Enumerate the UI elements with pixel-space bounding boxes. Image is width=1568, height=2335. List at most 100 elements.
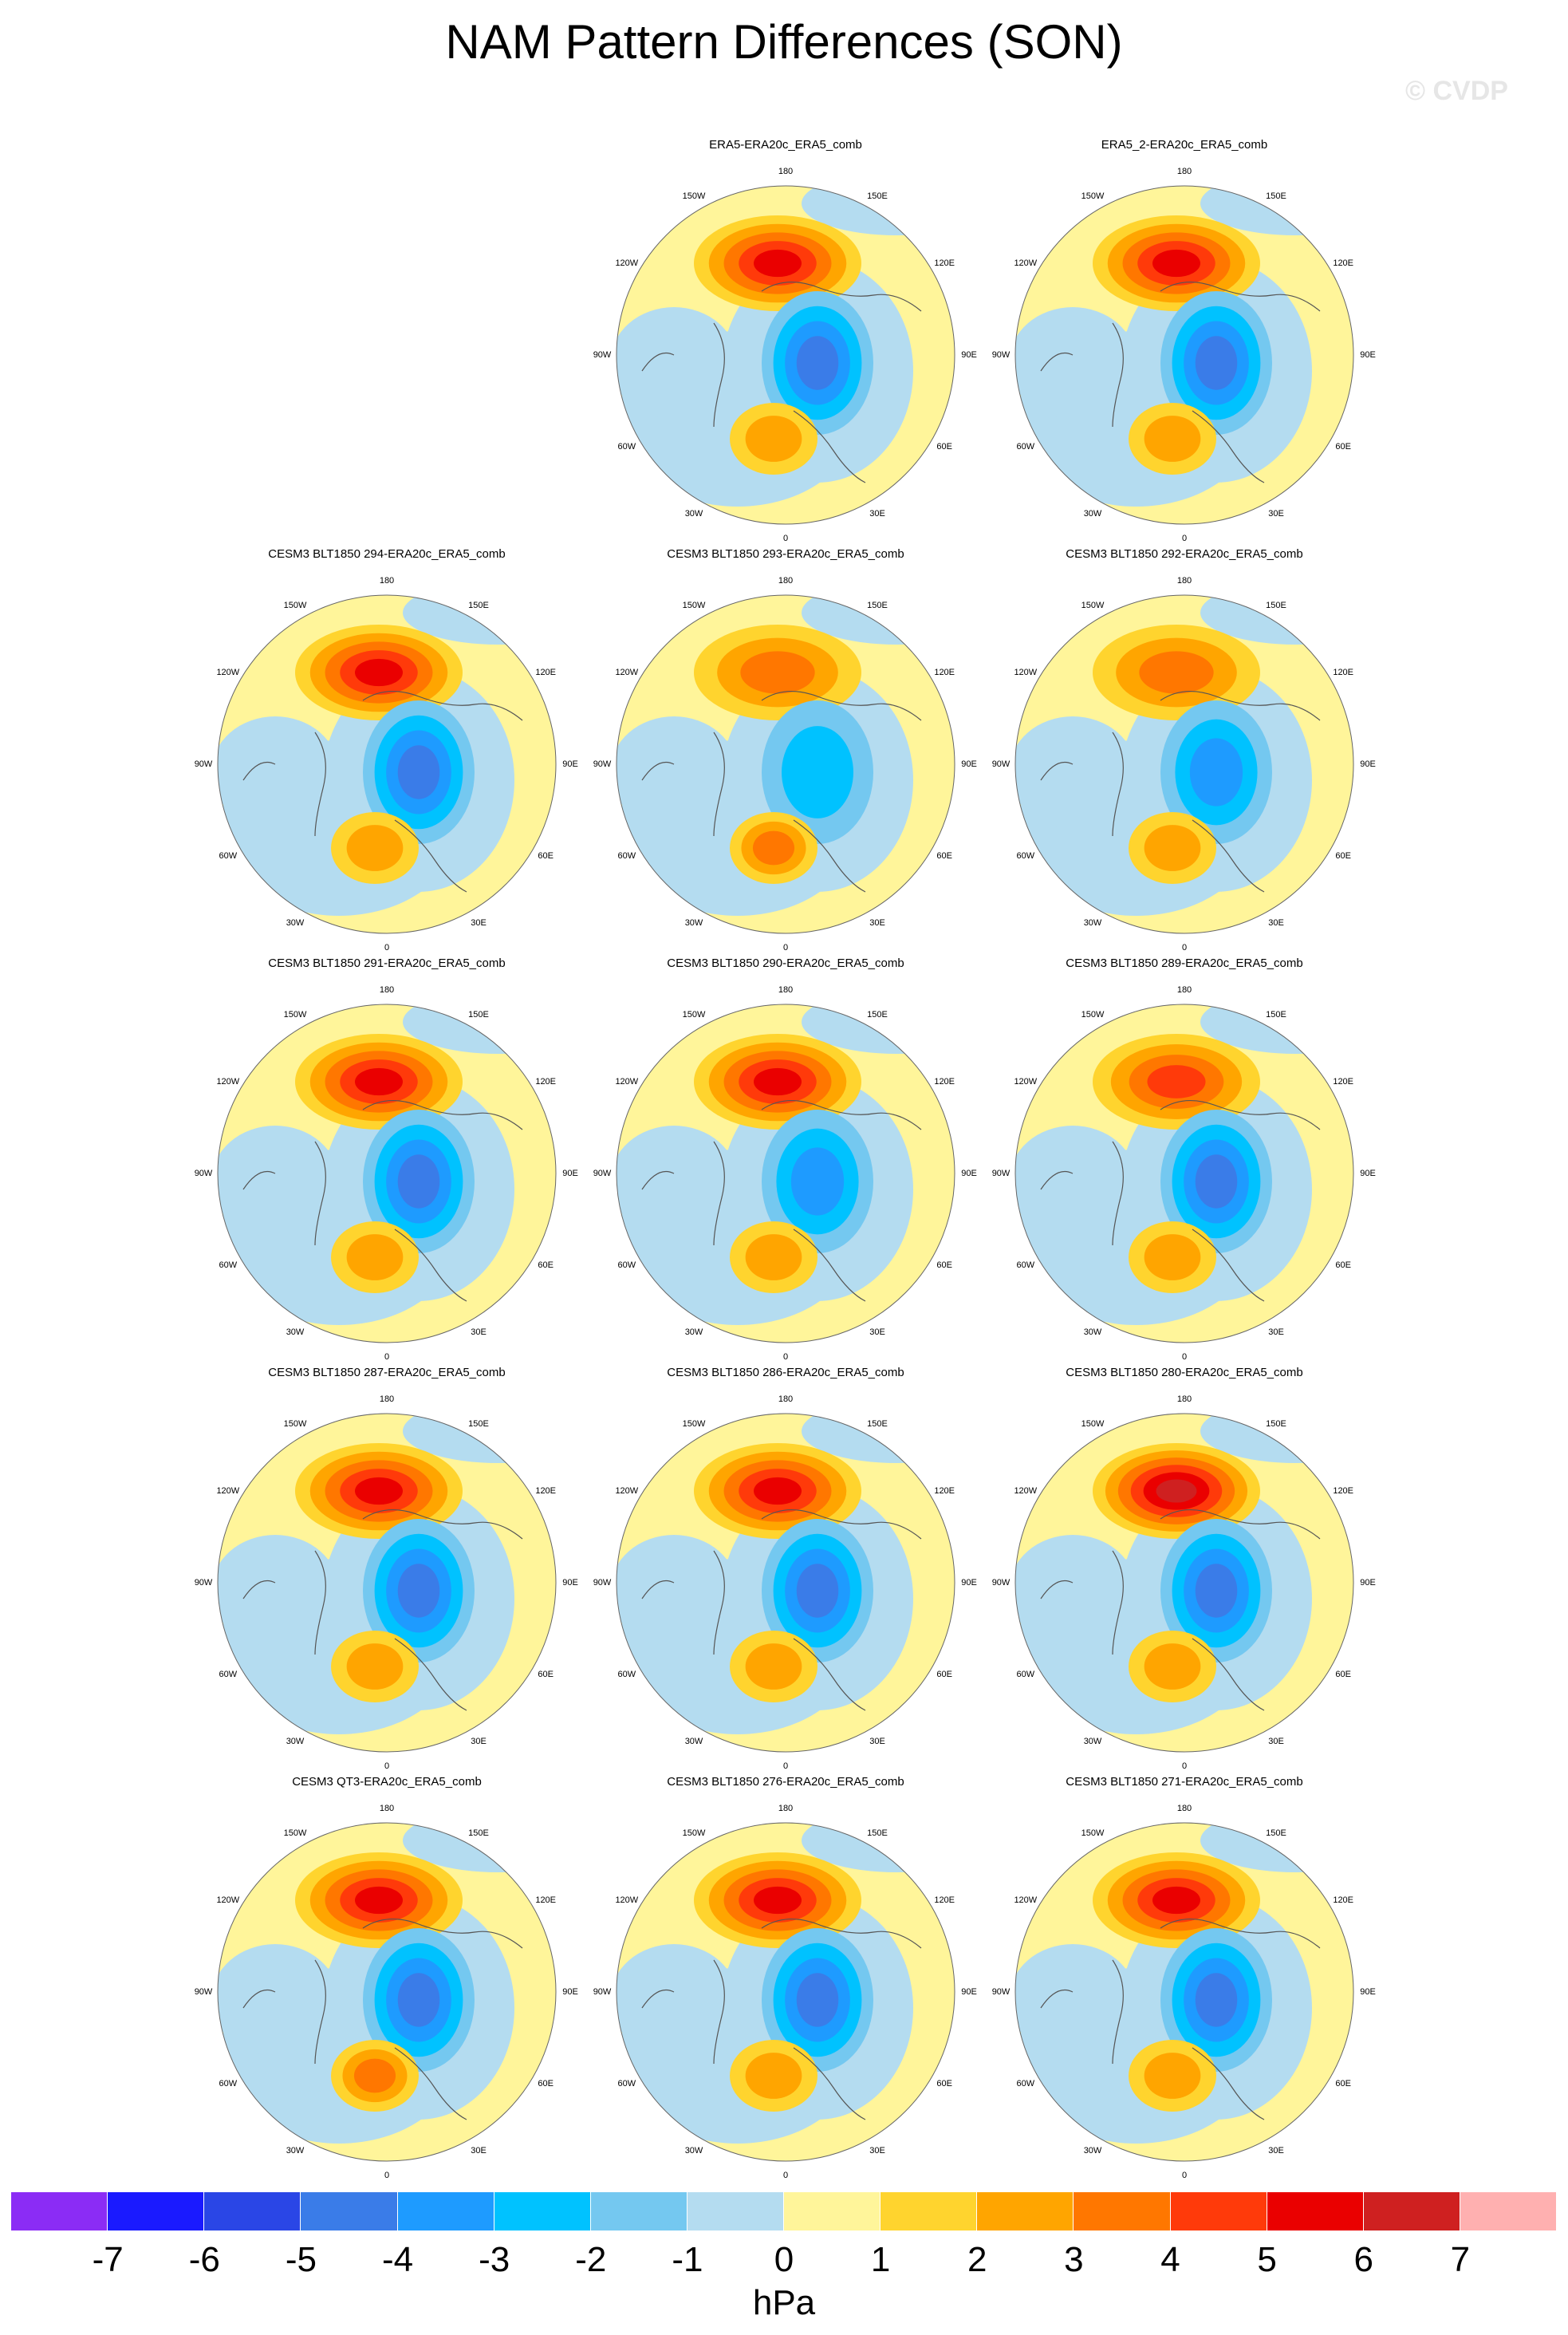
arctic-low-contour [397, 745, 440, 799]
longitude-label: 0 [1181, 2171, 1188, 2180]
longitude-label: 90E [562, 1987, 578, 1997]
longitude-label: 150E [468, 1828, 489, 1838]
longitude-label: 150W [283, 600, 307, 610]
panel-title: ERA5_2-ERA20c_ERA5_comb [1101, 138, 1268, 152]
longitude-label: 30W [684, 2146, 703, 2156]
coastline [394, 1638, 467, 1711]
colorbar-tick-label: -6 [188, 2240, 220, 2279]
longitude-label: 150E [1266, 1009, 1286, 1020]
pacific-high-contour [740, 651, 815, 694]
colorbar-segment [784, 2192, 881, 2230]
longitude-label: 150W [682, 191, 706, 201]
longitude-label: 90W [991, 350, 1011, 360]
polar-map [616, 1004, 955, 1343]
longitude-label: 120E [535, 1895, 557, 1905]
longitude-label: 120W [216, 1895, 240, 1905]
polar-map [616, 1822, 955, 2162]
colorbar-tick-label: 0 [774, 2240, 794, 2279]
longitude-label: 90E [1360, 1987, 1376, 1997]
arctic-low-contour [1189, 738, 1243, 807]
pacific-high-contour [355, 1477, 403, 1505]
longitude-label: 60W [1016, 1260, 1035, 1270]
longitude-label: 180 [778, 985, 794, 995]
longitude-label: 30W [684, 918, 703, 929]
longitude-label: 60W [1016, 851, 1035, 861]
coastline [362, 1509, 523, 1540]
longitude-label: 120W [216, 1077, 240, 1087]
longitude-label: 180 [1176, 167, 1192, 176]
longitude-label: 180 [778, 1394, 794, 1404]
longitude-label: 120E [1333, 668, 1354, 677]
longitude-label: 90E [562, 1169, 578, 1178]
atlantic-high-contour [353, 2058, 396, 2093]
colorbar-segment [397, 2192, 494, 2230]
negative-anomaly-region [1015, 716, 1137, 828]
longitude-label: 30E [869, 918, 885, 929]
cvdp-watermark: © CVDP [1405, 76, 1508, 106]
longitude-label: 0 [782, 2171, 789, 2180]
longitude-label: 120W [615, 1895, 639, 1905]
colorbar-segment [590, 2192, 687, 2230]
longitude-label: 30W [1083, 509, 1102, 519]
longitude-label: 180 [379, 1804, 395, 1813]
colorbar-units: hPa [752, 2283, 816, 2322]
coastline [641, 1170, 675, 1190]
longitude-label: 180 [778, 167, 794, 176]
longitude-label: 60E [936, 1260, 952, 1270]
negative-anomaly-region [1015, 307, 1137, 419]
coastline [362, 1918, 523, 1949]
longitude-label: 90E [562, 759, 578, 769]
longitude-label: 60W [1016, 2079, 1035, 2088]
longitude-label: 90W [194, 1169, 213, 1178]
colorbar-segment [977, 2192, 1074, 2230]
panel-title: CESM3 BLT1850 280-ERA20c_ERA5_comb [1066, 1366, 1303, 1379]
colorbar-tick-label: -1 [672, 2240, 703, 2279]
longitude-label: 0 [782, 1352, 789, 1362]
longitude-label: 120W [216, 1486, 240, 1496]
coastline [362, 690, 523, 721]
coastline [761, 1509, 922, 1540]
coastline [362, 1099, 523, 1130]
longitude-label: 0 [384, 1352, 390, 1362]
longitude-label: 150W [1081, 1418, 1105, 1429]
longitude-label: 150E [867, 1418, 888, 1429]
arctic-low-contour [796, 1564, 839, 1618]
panel-title: ERA5-ERA20c_ERA5_comb [709, 138, 862, 152]
atlantic-high-contour [745, 1234, 802, 1280]
coastline [242, 761, 276, 781]
coastline [761, 1099, 922, 1130]
longitude-label: 90W [194, 1987, 213, 1997]
longitude-label: 120E [934, 1077, 955, 1087]
coastline [394, 819, 467, 893]
map-boundary [1014, 185, 1354, 525]
longitude-label: 150E [1266, 191, 1286, 201]
longitude-label: 60E [538, 851, 554, 861]
map-boundary [616, 594, 955, 934]
longitude-label: 120E [934, 668, 955, 677]
longitude-label: 30E [471, 2146, 487, 2156]
longitude-label: 150E [867, 1009, 888, 1020]
longitude-label: 150E [1266, 1828, 1286, 1838]
longitude-label: 30E [1268, 918, 1284, 929]
longitude-label: 60W [617, 1670, 636, 1679]
panel-title: CESM3 QT3-ERA20c_ERA5_comb [292, 1775, 482, 1789]
longitude-label: 30W [286, 2146, 305, 2156]
longitude-label: 90E [1360, 350, 1376, 360]
panel-title: CESM3 BLT1850 276-ERA20c_ERA5_comb [667, 1775, 904, 1789]
longitude-label: 60E [1335, 851, 1351, 861]
longitude-label: 90W [194, 1578, 213, 1588]
coastline [713, 322, 725, 428]
polar-map [616, 185, 955, 525]
longitude-label: 0 [782, 534, 789, 543]
longitude-label: 30W [286, 1737, 305, 1747]
negative-anomaly-region [617, 1944, 738, 2056]
atlantic-high-contour [1144, 2053, 1201, 2099]
colorbar-tick-label: 3 [1064, 2240, 1084, 2279]
polar-map [217, 594, 557, 934]
longitude-label: 90E [961, 1578, 977, 1588]
arctic-low-contour [1195, 1154, 1238, 1209]
colorbar-tick-label: 6 [1353, 2240, 1373, 2279]
longitude-label: 0 [1181, 943, 1188, 953]
coastline [394, 1229, 467, 1302]
arctic-low-contour [790, 1147, 845, 1216]
